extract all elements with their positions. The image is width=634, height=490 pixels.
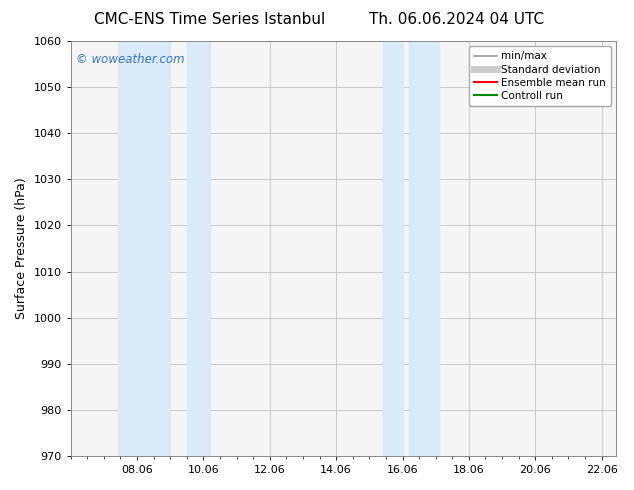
Text: Th. 06.06.2024 04 UTC: Th. 06.06.2024 04 UTC <box>369 12 544 27</box>
Text: © woweather.com: © woweather.com <box>76 53 184 67</box>
Bar <box>119 41 171 456</box>
Bar <box>382 41 403 456</box>
Bar <box>409 41 439 456</box>
Bar <box>187 41 210 456</box>
Legend: min/max, Standard deviation, Ensemble mean run, Controll run: min/max, Standard deviation, Ensemble me… <box>469 46 611 106</box>
Text: CMC-ENS Time Series Istanbul: CMC-ENS Time Series Istanbul <box>94 12 325 27</box>
Y-axis label: Surface Pressure (hPa): Surface Pressure (hPa) <box>15 178 28 319</box>
